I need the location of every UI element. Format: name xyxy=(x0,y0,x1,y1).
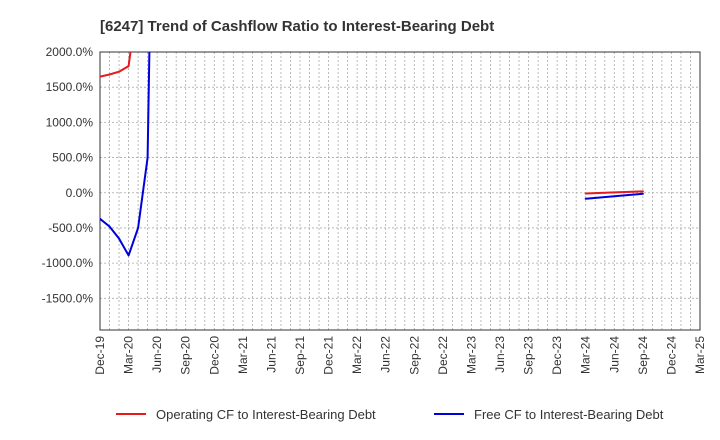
x-tick-label: Mar-24 xyxy=(579,336,593,374)
x-tick-label: Mar-21 xyxy=(236,336,250,374)
legend-operating-cf-label: Operating CF to Interest-Bearing Debt xyxy=(156,407,376,422)
legend-free-cf-label: Free CF to Interest-Bearing Debt xyxy=(474,407,664,422)
y-tick-label: -1000.0% xyxy=(42,256,94,270)
y-tick-label: 0.0% xyxy=(66,186,94,200)
x-tick-label: Dec-19 xyxy=(93,336,107,375)
x-tick-label: Jun-20 xyxy=(150,336,164,373)
grid-lines xyxy=(100,51,700,330)
y-tick-label: -500.0% xyxy=(48,221,93,235)
x-tick-label: Jun-24 xyxy=(607,336,621,373)
x-tick-label: Mar-22 xyxy=(350,336,364,374)
y-tick-label: 1000.0% xyxy=(46,115,94,129)
plot-area-frame xyxy=(99,51,701,331)
x-tick-label: Jun-22 xyxy=(379,336,393,373)
x-tick-label: Dec-22 xyxy=(436,336,450,375)
free-cf-line-segment-1 xyxy=(100,52,151,257)
y-tick-label: 1500.0% xyxy=(46,80,94,94)
chart-title: [6247] Trend of Cashflow Ratio to Intere… xyxy=(100,18,494,35)
x-tick-label: Sep-21 xyxy=(293,336,307,375)
operating-cf-line-segment-1 xyxy=(100,52,132,78)
y-tick-label: 2000.0% xyxy=(46,45,94,59)
x-tick-label: Jun-21 xyxy=(264,336,278,373)
x-tick-label: Sep-20 xyxy=(179,336,193,375)
legend: Operating CF to Interest-Bearing Debt Fr… xyxy=(116,407,664,422)
y-tick-label: 500.0% xyxy=(52,151,93,165)
x-tick-label: Dec-24 xyxy=(664,336,678,375)
x-tick-label: Dec-23 xyxy=(550,336,564,375)
x-tick-label: Dec-21 xyxy=(322,336,336,375)
x-tick-label: Mar-20 xyxy=(122,336,136,374)
x-tick-label: Dec-20 xyxy=(207,336,221,375)
x-tick-label: Jun-23 xyxy=(493,336,507,373)
y-tick-label: -1500.0% xyxy=(42,291,94,305)
x-axis: Dec-19 Mar-20 Jun-20 Sep-20 Dec-20 Mar-21 Jun-… xyxy=(93,336,707,375)
y-axis: 2000.0% 1500.0% 1000.0% 500.0% 0.0% -500.0% -1… xyxy=(42,45,94,305)
x-tick-label: Sep-23 xyxy=(522,336,536,375)
x-tick-label: Mar-23 xyxy=(464,336,478,374)
operating-cf-line-segment-2 xyxy=(584,190,644,195)
x-tick-label: Mar-25 xyxy=(693,336,707,374)
free-cf-line-segment-2 xyxy=(584,192,644,200)
series-lines xyxy=(100,52,644,257)
x-tick-label: Sep-24 xyxy=(636,336,650,375)
x-tick-label: Sep-22 xyxy=(407,336,421,375)
